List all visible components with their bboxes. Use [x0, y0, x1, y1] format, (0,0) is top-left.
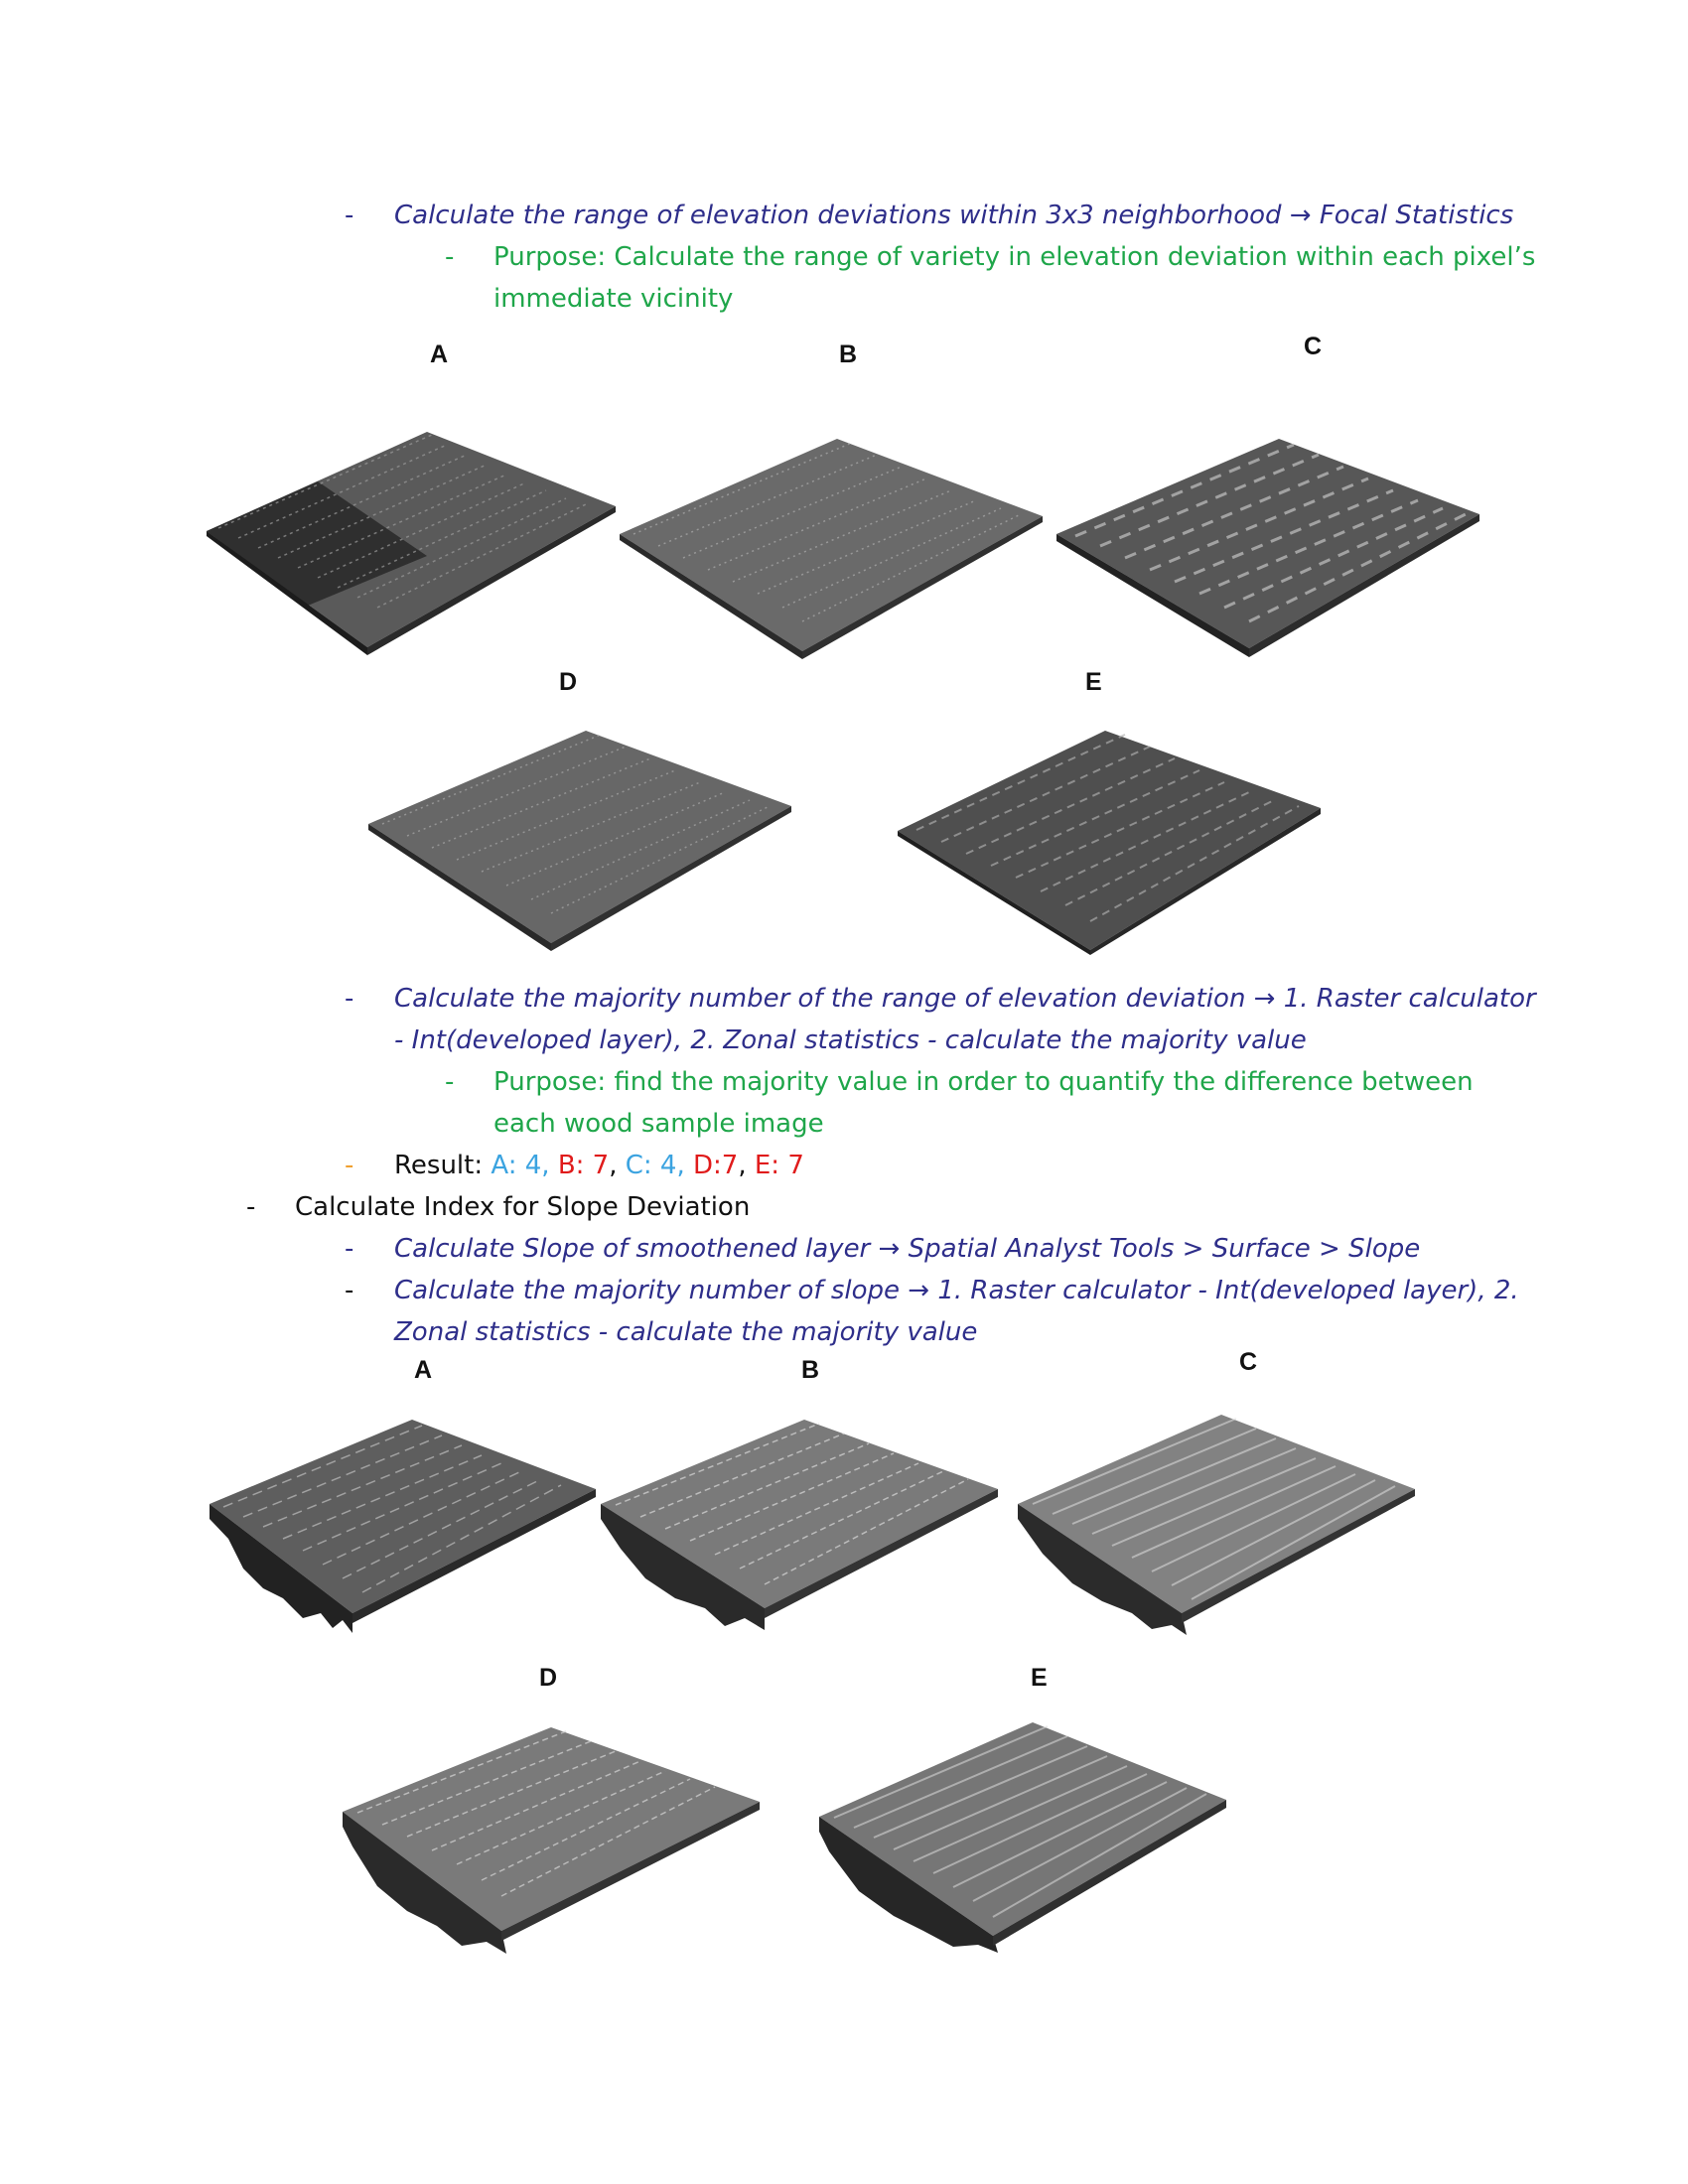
majority-step-line-1: Calculate the majority number of the ran…: [394, 984, 1536, 1014]
purpose-text-line-1: Purpose: find the majority value in orde…: [493, 1067, 1474, 1097]
result-label: Result:: [394, 1151, 492, 1180]
slope-surface-b: [601, 1420, 998, 1630]
slope-section-heading: Calculate Index for Slope Deviation: [295, 1192, 751, 1222]
list-bullet: -: [345, 1151, 354, 1180]
slope-majority-step-line-1: Calculate the majority number of slope →…: [394, 1276, 1519, 1305]
figure-label-a: A: [430, 341, 449, 368]
figure-label-a: A: [414, 1356, 433, 1384]
figure-label-e: E: [1085, 668, 1102, 696]
result-c: C: 4,: [625, 1151, 685, 1180]
slope-surface-c: [1018, 1415, 1415, 1635]
focal-statistics-step: Calculate the range of elevation deviati…: [394, 201, 1514, 230]
result-comma: ,: [738, 1151, 747, 1180]
elevation-range-surface-d: [368, 731, 791, 951]
slope-surface-e: [819, 1722, 1226, 1953]
slope-step: Calculate Slope of smoothened layer → Sp…: [394, 1234, 1421, 1264]
figure-label-c: C: [1304, 333, 1323, 360]
list-bullet: -: [345, 984, 354, 1014]
elevation-range-surface-b: [620, 439, 1043, 659]
list-bullet: -: [345, 1276, 354, 1305]
majority-step-line-2: - Int(developed layer), 2. Zonal statist…: [394, 1025, 1307, 1055]
figure-label-b: B: [801, 1356, 820, 1384]
list-bullet: -: [445, 242, 455, 272]
list-bullet: -: [246, 1192, 256, 1222]
list-bullet: -: [445, 1067, 455, 1097]
result-e: E: 7: [754, 1151, 804, 1180]
list-bullet: -: [345, 1234, 354, 1264]
figure-label-e: E: [1031, 1664, 1048, 1692]
elevation-range-surface-e: [898, 731, 1321, 955]
figure-label-b: B: [839, 341, 858, 368]
slope-majority-step-line-2: Zonal statistics - calculate the majorit…: [394, 1317, 978, 1347]
purpose-text-line-1: Purpose: Calculate the range of variety …: [493, 242, 1536, 272]
list-bullet: -: [345, 201, 354, 230]
slope-surface-d: [343, 1727, 760, 1954]
result-a: A: 4,: [491, 1151, 550, 1180]
figure-label-c: C: [1239, 1348, 1258, 1376]
figure-label-d: D: [539, 1664, 558, 1692]
figure-label-d: D: [559, 668, 578, 696]
elevation-range-surface-c: [1056, 439, 1479, 657]
result-b: B: 7: [557, 1151, 610, 1180]
purpose-text-line-2: immediate vicinity: [493, 284, 734, 314]
result-comma: ,: [609, 1151, 618, 1180]
result-d: D:7: [693, 1151, 739, 1180]
slope-surface-a: [210, 1420, 596, 1633]
result-line: Result: A: 4, B: 7, C: 4, D:7, E: 7: [394, 1145, 804, 1186]
purpose-text-line-2: each wood sample image: [493, 1109, 824, 1139]
elevation-range-surface-a: [207, 432, 616, 655]
